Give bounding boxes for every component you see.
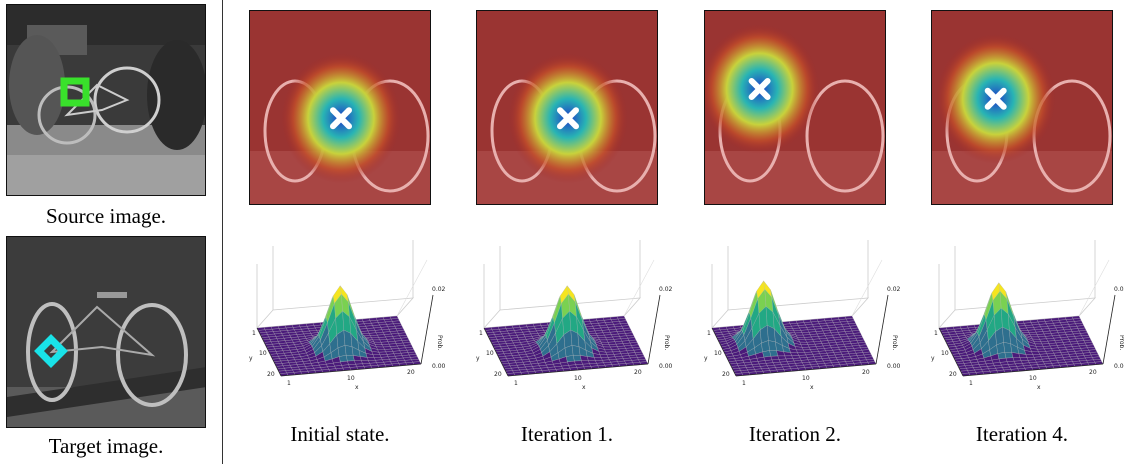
z-tick-max: 0.02	[887, 286, 901, 293]
source-image-scene	[7, 5, 205, 195]
z-axis-label: Prob.	[663, 335, 670, 350]
y-axis-label: y	[704, 355, 708, 362]
x-tick-10: 10	[802, 375, 810, 382]
z-tick-min: 0.00	[1114, 363, 1124, 370]
x-tick-20: 20	[634, 369, 642, 376]
target-image	[6, 236, 206, 428]
y-tick-1: 1	[479, 330, 483, 337]
x-axis-label: x	[355, 384, 359, 390]
target-caption: Target image.	[48, 434, 164, 458]
probability-surface-plot: 1 10 20 y 1 10 20 x 0.02 0.00 Prob.	[931, 240, 1124, 390]
iteration-caption: Iteration 2.	[748, 422, 842, 446]
panel-divider	[222, 0, 223, 464]
x-tick-1: 1	[969, 380, 973, 387]
y-axis-label: y	[476, 355, 480, 362]
y-tick-10: 10	[941, 350, 949, 357]
target-keypoint-marker	[34, 334, 68, 368]
y-tick-10: 10	[714, 350, 722, 357]
y-axis-label: y	[931, 355, 935, 362]
x-axis-label: x	[810, 384, 814, 390]
x-tick-20: 20	[407, 369, 415, 376]
x-tick-1: 1	[287, 380, 291, 387]
x-axis-label: x	[582, 384, 586, 390]
y-tick-1: 1	[934, 330, 938, 337]
x-tick-1: 1	[514, 380, 518, 387]
y-tick-10: 10	[259, 350, 267, 357]
x-tick-10: 10	[347, 375, 355, 382]
z-axis-label: Prob.	[436, 335, 443, 350]
probability-surface-plot: 1 10 20 y 1 10 20 x 0.02 0.00 Prob.	[704, 240, 901, 390]
heatmap-overlay	[931, 10, 1113, 205]
z-tick-max: 0.02	[1114, 286, 1124, 293]
x-tick-10: 10	[1029, 375, 1037, 382]
source-image	[6, 4, 206, 196]
source-caption: Source image.	[45, 204, 167, 228]
heatmap-overlay	[476, 10, 658, 205]
y-tick-20: 20	[722, 371, 730, 378]
x-axis-label: x	[1037, 384, 1041, 390]
z-tick-max: 0.02	[432, 286, 446, 293]
y-tick-1: 1	[252, 330, 256, 337]
x-tick-20: 20	[862, 369, 870, 376]
x-tick-10: 10	[574, 375, 582, 382]
y-tick-10: 10	[486, 350, 494, 357]
x-tick-1: 1	[742, 380, 746, 387]
z-tick-min: 0.00	[887, 363, 901, 370]
probability-surface-plot: 1 10 20 y 1 10 20 x 0.02 0.00 Prob.	[249, 240, 446, 390]
x-tick-20: 20	[1089, 369, 1097, 376]
iteration-caption: Initial state.	[290, 422, 390, 446]
y-tick-20: 20	[267, 371, 275, 378]
target-image-scene	[7, 237, 205, 427]
probability-surface-plot: 1 10 20 y 1 10 20 x 0.02 0.00 Prob.	[476, 240, 673, 390]
z-axis-label: Prob.	[891, 335, 898, 350]
heatmap-overlay	[704, 10, 886, 205]
heatmap-overlay	[249, 10, 431, 205]
source-keypoint-marker	[60, 77, 90, 107]
y-tick-20: 20	[949, 371, 957, 378]
y-tick-1: 1	[707, 330, 711, 337]
z-tick-min: 0.00	[432, 363, 446, 370]
z-axis-label: Prob.	[1118, 335, 1124, 350]
y-axis-label: y	[249, 355, 253, 362]
iteration-caption: Iteration 1.	[520, 422, 614, 446]
iteration-caption: Iteration 4.	[975, 422, 1069, 446]
z-tick-max: 0.02	[659, 286, 673, 293]
z-tick-min: 0.00	[659, 363, 673, 370]
y-tick-20: 20	[494, 371, 502, 378]
